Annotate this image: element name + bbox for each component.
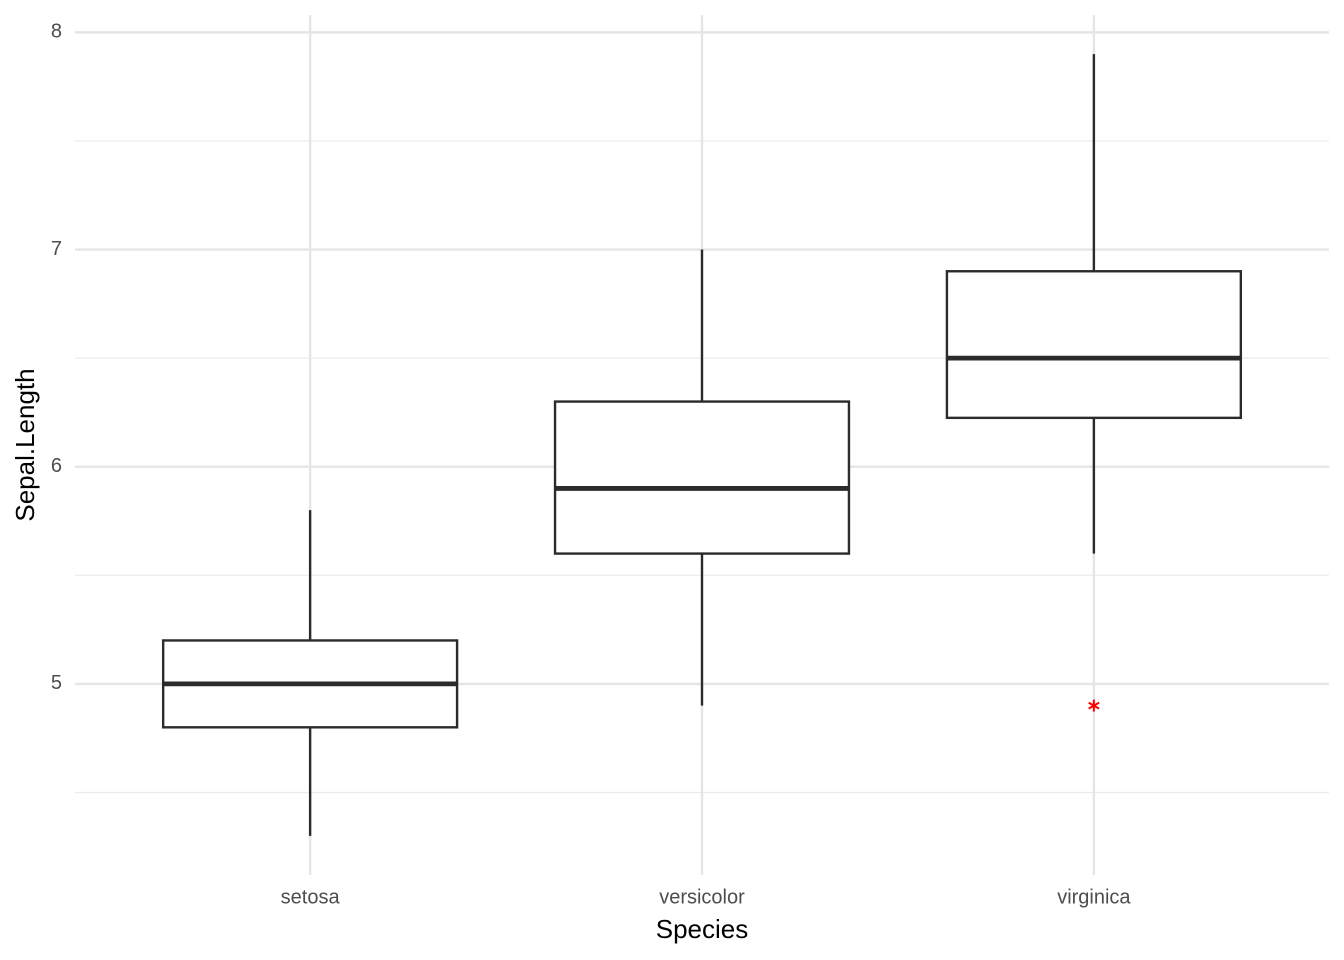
y-tick-label: 6: [51, 455, 62, 477]
x-tick-label: versicolor: [659, 886, 745, 908]
x-tick-label: virginica: [1057, 886, 1131, 908]
box: [945, 270, 1243, 420]
outlier: [1088, 699, 1100, 712]
box-group: [553, 249, 851, 706]
box-group: [945, 54, 1243, 712]
y-tick-label: 7: [51, 238, 62, 260]
y-tick-label: 5: [51, 672, 62, 694]
x-axis-title: Species: [656, 914, 749, 944]
y-axis-title: Sepal.Length: [10, 368, 40, 521]
y-tick-label: 8: [51, 21, 62, 43]
box-group: [161, 510, 459, 836]
x-tick-label: setosa: [281, 886, 341, 908]
box: [553, 400, 851, 555]
